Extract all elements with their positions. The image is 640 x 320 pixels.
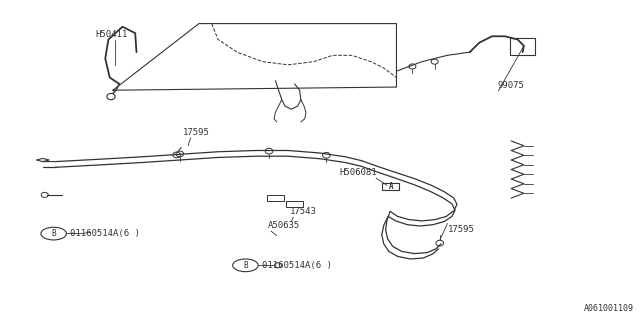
Text: 17595: 17595	[182, 128, 209, 137]
Text: 01160514A(6 ): 01160514A(6 )	[262, 261, 332, 270]
Bar	[267, 195, 284, 201]
Text: A50635: A50635	[268, 221, 300, 230]
Bar	[286, 201, 303, 207]
Text: B: B	[51, 229, 56, 238]
Text: 01160514A(6 ): 01160514A(6 )	[70, 229, 140, 238]
Text: 99075: 99075	[497, 81, 524, 90]
Text: A061001109: A061001109	[584, 304, 634, 313]
Text: B: B	[243, 261, 248, 270]
Text: 17595: 17595	[447, 225, 474, 234]
Bar	[510, 38, 536, 55]
Text: H506081: H506081	[339, 168, 377, 178]
Text: H50411: H50411	[96, 30, 128, 39]
Text: A: A	[388, 182, 393, 191]
Text: 17543: 17543	[289, 207, 316, 216]
